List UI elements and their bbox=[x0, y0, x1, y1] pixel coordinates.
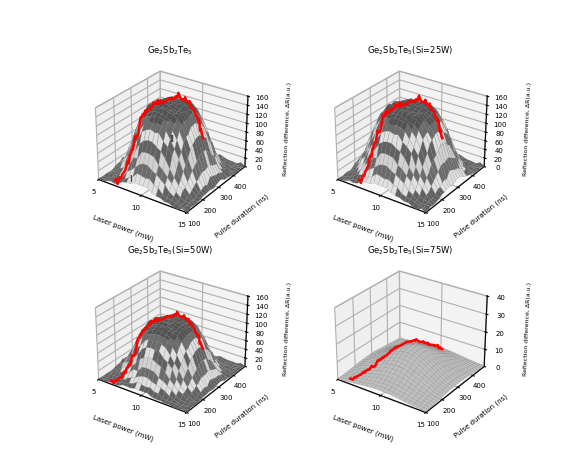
X-axis label: Laser power (mW): Laser power (mW) bbox=[332, 414, 394, 442]
Title: Ge$_2$Sb$_2$Te$_5$(Si=50W): Ge$_2$Sb$_2$Te$_5$(Si=50W) bbox=[127, 245, 213, 257]
Title: Ge$_2$Sb$_2$Te$_5$: Ge$_2$Sb$_2$Te$_5$ bbox=[148, 45, 194, 57]
Y-axis label: Pulse duration (ns): Pulse duration (ns) bbox=[453, 193, 509, 239]
X-axis label: Laser power (mW): Laser power (mW) bbox=[332, 214, 394, 242]
X-axis label: Laser power (mW): Laser power (mW) bbox=[92, 414, 155, 442]
Y-axis label: Pulse duration (ns): Pulse duration (ns) bbox=[453, 393, 509, 439]
Title: Ge$_2$Sb$_2$Te$_5$(Si=75W): Ge$_2$Sb$_2$Te$_5$(Si=75W) bbox=[367, 245, 453, 257]
Y-axis label: Pulse duration (ns): Pulse duration (ns) bbox=[213, 193, 269, 239]
Y-axis label: Pulse duration (ns): Pulse duration (ns) bbox=[213, 393, 269, 439]
Title: Ge$_2$Sb$_2$Te$_5$(Si=25W): Ge$_2$Sb$_2$Te$_5$(Si=25W) bbox=[367, 45, 453, 57]
X-axis label: Laser power (mW): Laser power (mW) bbox=[92, 214, 155, 242]
